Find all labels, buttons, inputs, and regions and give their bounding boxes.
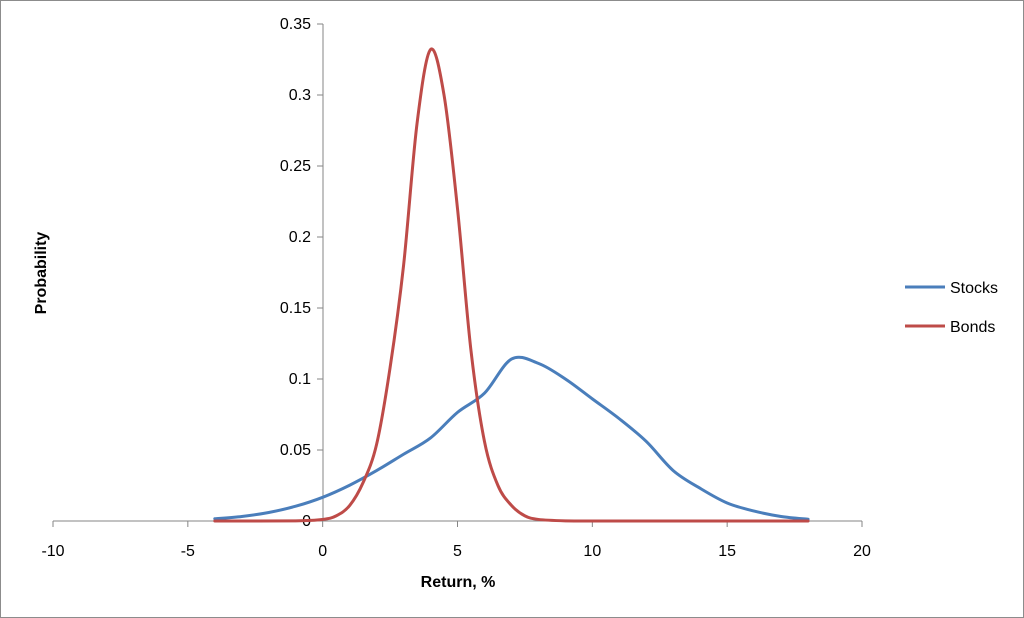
legend: Stocks Bonds <box>905 280 998 336</box>
x-tick-label: 15 <box>718 543 736 560</box>
y-tick-label: 0.05 <box>280 442 311 459</box>
y-tick-label: 0.3 <box>289 87 311 104</box>
series-layer <box>213 47 810 523</box>
series-line-bonds <box>213 47 810 523</box>
y-tick-label: 0.2 <box>289 229 311 246</box>
y-tick-label: 0.15 <box>280 300 311 317</box>
series-line-stocks <box>213 355 810 521</box>
x-tick-label: 10 <box>583 543 601 560</box>
y-axis-title: Probability <box>33 232 50 315</box>
x-tick-label: 5 <box>453 543 462 560</box>
y-tick-label: 0.25 <box>280 158 311 175</box>
x-axis-title: Return, % <box>421 574 496 591</box>
y-tick-label: 0.1 <box>289 371 311 388</box>
x-tick-label: -5 <box>181 543 195 560</box>
legend-label-bonds: Bonds <box>950 319 995 336</box>
x-tick-label: 20 <box>853 543 871 560</box>
x-tick-label: -10 <box>41 543 64 560</box>
legend-label-stocks: Stocks <box>950 280 998 297</box>
x-tick-label: 0 <box>318 543 327 560</box>
y-tick-label: 0.35 <box>280 16 311 33</box>
